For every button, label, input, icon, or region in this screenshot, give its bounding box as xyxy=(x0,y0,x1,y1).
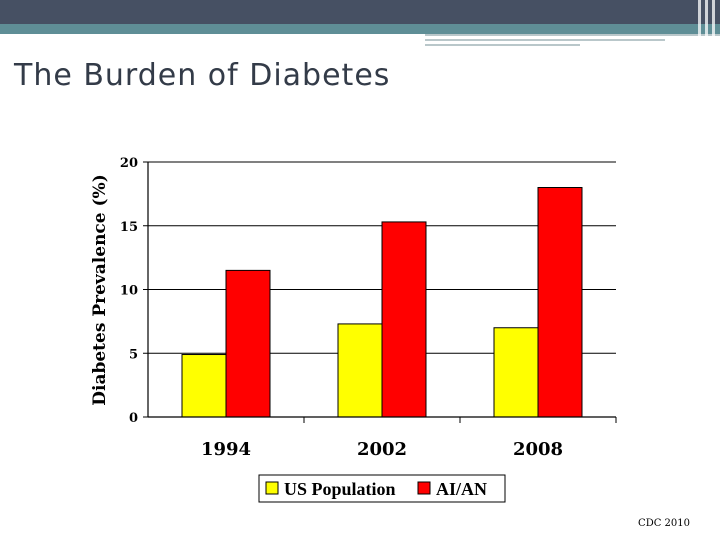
chart-bars xyxy=(181,187,583,418)
legend-label: AI/AN xyxy=(436,479,487,499)
bar-us-population-2008 xyxy=(493,327,539,418)
header-accent-band xyxy=(0,24,720,34)
bar-us-population-1994 xyxy=(181,354,227,418)
header-decorative-lines xyxy=(0,34,720,48)
bar-ai-an-1994 xyxy=(225,269,271,418)
x-tick-label: 1994 xyxy=(201,439,251,460)
y-tick-labels: 0 5 10 15 20 xyxy=(120,156,138,426)
legend-label: US Population xyxy=(284,479,396,499)
y-tick-label: 10 xyxy=(120,284,138,299)
header-bar xyxy=(0,0,720,24)
bar-us-population-2002 xyxy=(337,323,383,418)
legend-box xyxy=(258,474,506,503)
chart-legend: US Population AI/AN xyxy=(258,474,506,503)
x-tick-labels: 1994 2002 2008 xyxy=(201,439,563,460)
y-tick-label: 5 xyxy=(129,347,138,362)
legend-swatch xyxy=(417,481,431,495)
y-axis-label: Diabetes Prevalence (%) xyxy=(90,174,110,405)
bar-ai-an-2002 xyxy=(381,221,427,418)
y-tick-label: 20 xyxy=(120,156,138,171)
y-tick-label: 0 xyxy=(129,411,138,426)
source-citation: CDC 2010 xyxy=(638,518,690,529)
bar-ai-an-2008 xyxy=(537,187,583,418)
x-tick-label: 2008 xyxy=(513,439,563,460)
legend-swatch xyxy=(265,481,279,495)
header-corner-stripes xyxy=(694,0,720,48)
x-tick-label: 2002 xyxy=(357,439,407,460)
y-tick-label: 15 xyxy=(120,220,138,235)
page-title: The Burden of Diabetes xyxy=(14,58,391,93)
chart-axes xyxy=(147,162,616,418)
